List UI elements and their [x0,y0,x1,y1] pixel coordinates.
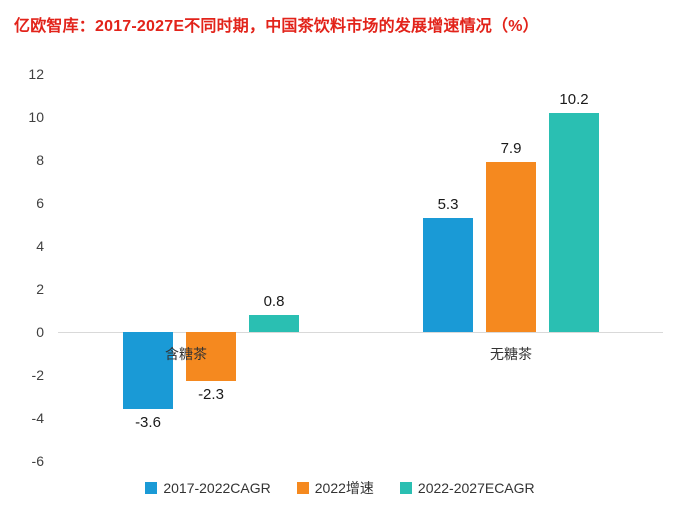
legend-swatch-icon [145,482,158,494]
bar-chart: 12 10 8 6 4 2 0 -2 -4 -6 -3.6 5.3 -2.3 7.9 0.8 10.2 含糖茶… [0,60,680,469]
chart-title: 亿欧智库：2017-2027E不同时期，中国茶饮料市场的发展增速情况（%） [14,18,539,35]
bar [186,332,236,382]
legend-label: 2022-2027ECAGR [417,480,535,496]
y-tick-label: 4 [36,238,44,254]
plot-area: -3.6 5.3 -2.3 7.9 0.8 10.2 含糖茶 无糖茶 [58,74,663,461]
chart-legend: 2017-2022CAGR 2022增速 2022-2027ECAGR [0,478,680,498]
y-tick-label: -2 [31,367,44,383]
y-tick-label: 8 [36,152,44,168]
y-axis: 12 10 8 6 4 2 0 -2 -4 -6 [0,66,44,469]
bar-value-label: 7.9 [500,140,522,158]
legend-swatch-icon [399,482,412,494]
zero-axis-line [58,332,663,333]
y-tick-label: 10 [28,109,44,125]
y-tick-label: -4 [31,410,44,426]
legend-item: 2017-2022CAGR [145,480,271,496]
category-label: 无糖茶 [490,346,532,362]
y-tick-label: 12 [28,66,44,82]
category-label: 含糖茶 [165,346,207,362]
bar-value-label: -2.3 [198,386,224,404]
bar [423,218,473,332]
bar [486,162,536,332]
legend-label: 2017-2022CAGR [163,480,271,496]
legend-swatch-icon [296,482,309,494]
bar-value-label: 10.2 [559,90,589,108]
y-tick-label: 2 [36,281,44,297]
bar [123,332,173,410]
bar [249,314,299,332]
y-tick-label: -6 [31,453,44,469]
legend-item: 2022-2027ECAGR [399,480,535,496]
y-tick-label: 0 [36,324,44,340]
bar [549,112,599,332]
bar-value-label: 0.8 [263,292,285,310]
legend-item: 2022增速 [296,478,374,498]
bar-value-label: 5.3 [437,196,459,214]
bar-value-label: -3.6 [135,414,161,432]
legend-label: 2022增速 [314,480,374,496]
y-tick-label: 6 [36,195,44,211]
